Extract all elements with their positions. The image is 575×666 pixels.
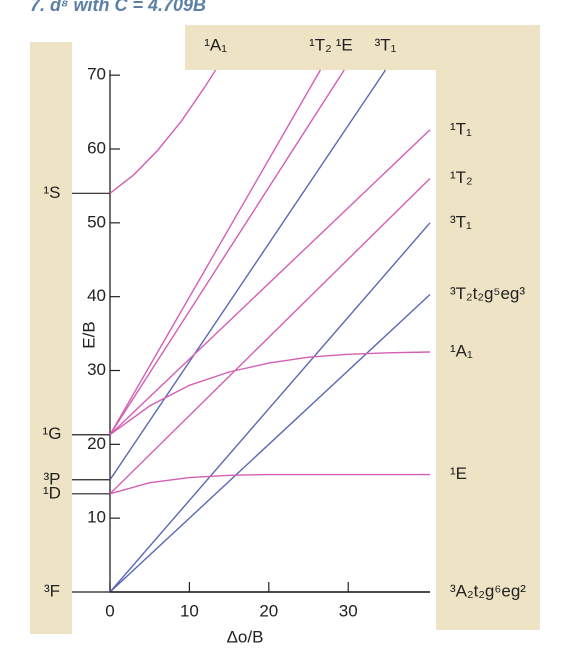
right-label: ³T₁	[450, 212, 472, 231]
series-line	[109, 473, 430, 495]
right-label: ³A₂t₂g⁶eg²	[450, 581, 526, 600]
series-line	[109, 293, 431, 593]
right-label: ¹T₁	[450, 119, 472, 138]
top-label: ³T₁	[375, 35, 397, 54]
x-tick-label: 30	[339, 601, 358, 620]
right-label: ³T₂t₂g⁵eg³	[450, 284, 525, 303]
chart-title: 7. d⁸ with C = 4.709B	[30, 0, 206, 15]
term-label: ¹G	[43, 424, 62, 443]
y-tick-label: 20	[87, 434, 106, 453]
x-tick-label: 20	[259, 601, 278, 620]
x-tick-label: 10	[180, 601, 199, 620]
top-label: ¹A₁	[204, 35, 227, 54]
right-label: ¹T₂	[450, 168, 473, 187]
right-label: ¹E	[450, 464, 467, 483]
top-label: ¹E	[336, 35, 353, 54]
series-line	[109, 178, 431, 495]
y-tick-label: 10	[87, 508, 106, 527]
y-tick-label: 30	[87, 360, 106, 379]
left-panel	[30, 42, 72, 634]
y-axis-label: E/B	[79, 321, 98, 348]
y-tick-label: 50	[87, 212, 106, 231]
top-label: ¹T₂	[309, 35, 332, 54]
y-tick-label: 40	[87, 286, 106, 305]
term-label: ¹D	[43, 483, 61, 502]
right-label: ¹A₁	[450, 342, 473, 361]
x-axis-label: Δo/B	[227, 627, 264, 646]
y-tick-label: 70	[87, 65, 106, 84]
series-line	[109, 222, 431, 593]
term-label: ³F	[44, 581, 60, 600]
series-line	[109, 69, 217, 194]
series-line	[109, 69, 345, 436]
series-line	[109, 69, 322, 436]
term-label: ¹S	[44, 183, 61, 202]
term-label: ³P	[44, 469, 61, 488]
y-tick-label: 60	[87, 138, 106, 157]
right-panel	[436, 25, 540, 630]
series-line	[109, 129, 431, 436]
series-line	[109, 351, 431, 436]
series-line	[109, 69, 387, 481]
x-tick-label: 0	[105, 601, 114, 620]
